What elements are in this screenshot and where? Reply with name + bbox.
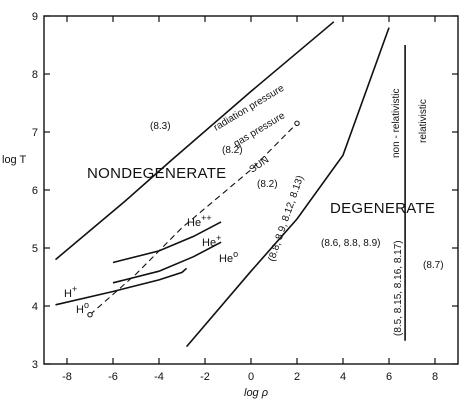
x-tick-label: 8: [432, 371, 438, 383]
x-tick-label: 4: [340, 371, 346, 383]
eq-8-3-label: (8.3): [150, 121, 171, 132]
x-tick-label: -4: [154, 371, 164, 383]
y-tick-label: 8: [32, 69, 38, 81]
h-plus-label: H+: [64, 284, 77, 300]
relativistic-label: relativistic: [418, 99, 429, 143]
y-axis-title: log T: [2, 154, 27, 166]
eq-8-2-mid-label: (8.2): [257, 179, 278, 190]
degenerate-label: DEGENERATE: [330, 200, 435, 217]
y-tick-label: 6: [32, 185, 38, 197]
x-tick-label: -2: [200, 371, 210, 383]
eq-8-2-top-label: (8.2): [222, 145, 243, 156]
y-tick-label: 7: [32, 127, 38, 139]
sun-label: SUN: [248, 155, 272, 176]
non-relativistic-label: non - relativistic: [391, 89, 402, 158]
curves: [54, 21, 406, 348]
sun-track-line: [89, 122, 298, 316]
eq-vertical-label: (8.5, 8.15, 8.16, 8.17): [393, 240, 404, 336]
x-tick-label: 6: [386, 371, 392, 383]
he-zero-label: Heo: [219, 249, 238, 265]
x-tick-label: -6: [108, 371, 118, 383]
x-axis-title: log ρ: [244, 387, 268, 399]
y-tick-label: 9: [32, 11, 38, 23]
hydrogen-curve-line: [55, 267, 188, 306]
radiation-gas-boundary-line: [54, 21, 335, 261]
he-plus-label: He+: [202, 233, 221, 249]
y-tick-label: 4: [32, 301, 38, 313]
eq-degenerate-label: (8.6, 8.8, 8.9): [321, 238, 380, 249]
x-tick-label: -8: [62, 371, 72, 383]
eq-8-7-label: (8.7): [423, 260, 444, 271]
degeneracy-boundary-line: [185, 27, 390, 348]
h-zero-label: Ho: [76, 300, 89, 316]
sun-track-endpoint: [294, 120, 300, 127]
he-plus-plus-label: He++: [187, 213, 212, 229]
y-tick-label: 3: [32, 359, 38, 371]
axes: -8 -6 -4 -2 0 2 4 6 8 3 4 5 6 7 8 9: [32, 11, 459, 383]
he-plus-curve-line: [112, 241, 222, 284]
nondegenerate-label: NONDEGENERATE: [87, 165, 226, 182]
he-plus-plus-curve-line: [112, 221, 222, 264]
x-tick-label: 0: [248, 371, 254, 383]
y-tick-label: 5: [32, 243, 38, 255]
sun-track-endpoint: [87, 312, 93, 318]
x-tick-label: 2: [294, 371, 300, 383]
